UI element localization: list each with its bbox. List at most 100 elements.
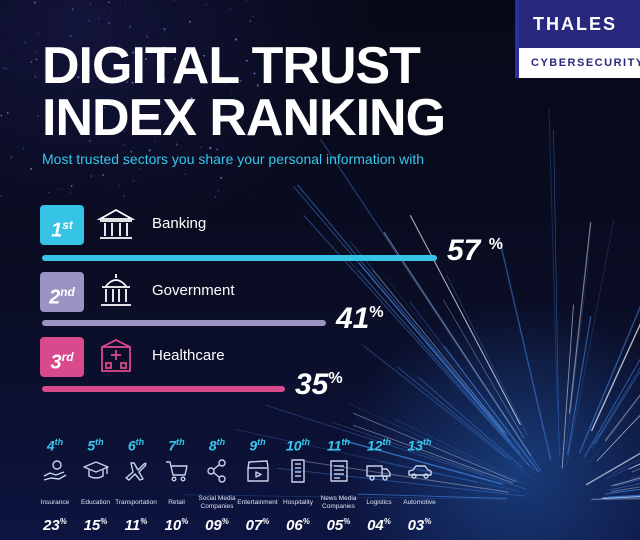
rank-suffix: st [62, 218, 73, 232]
hotel-building-icon [291, 459, 305, 483]
government-building-icon [101, 274, 131, 306]
airplane-icon [125, 462, 147, 481]
sector-rank: 6th [106, 432, 166, 454]
sector-rank: 8th [187, 432, 247, 454]
sector-rank-suffix: th [95, 437, 104, 447]
star-dot [173, 0, 175, 2]
sector-value-unit: % [424, 517, 432, 526]
star-dot [5, 67, 8, 70]
title-line-1: DIGITAL TRUST [42, 37, 421, 95]
star-dot [170, 174, 172, 176]
star-dot [214, 195, 217, 198]
rank-badge-3: 3rd [40, 337, 84, 377]
light-ray [561, 304, 574, 469]
sector-rank: 13th [390, 432, 450, 454]
star-dot [209, 146, 212, 150]
light-ray [594, 370, 640, 444]
star-dot [249, 20, 251, 22]
sector-value: 15% [66, 517, 126, 534]
star-dot [254, 0, 255, 2]
sector-rank-suffix: th [176, 437, 185, 447]
sector-value-unit: % [59, 517, 67, 526]
sector-rank-suffix: th [301, 437, 311, 447]
sector-label: Social Media Companies [198, 495, 236, 510]
light-ray [604, 394, 640, 442]
light-ray [606, 463, 640, 479]
star-dot [220, 176, 223, 179]
value-unit: % [328, 370, 343, 387]
star-dot [124, 1, 126, 3]
star-dot [252, 35, 254, 36]
sector-value-number: 05 [326, 517, 344, 534]
rank-number: 1 [51, 219, 63, 242]
title-line-2: INDEX RANKING [42, 89, 446, 147]
sector-automotive: 13th Automotive 03% [390, 432, 450, 534]
sector-value-unit: % [140, 517, 148, 526]
sector-rank: 7th [147, 432, 207, 454]
sector-value: 11% [106, 517, 166, 534]
value-label-healthcare: 35% [295, 368, 343, 402]
light-ray [548, 108, 559, 412]
star-dot [108, 22, 110, 24]
star-dot [132, 179, 135, 183]
star-dot [217, 190, 220, 192]
star-dot [34, 50, 37, 53]
value-label-government: 41% [336, 302, 384, 336]
sector-value: 09% [187, 517, 247, 534]
sector-social-media-companies: 8th Social Media Companies 09% [187, 432, 247, 534]
star-dot [182, 2, 184, 4]
star-dot [184, 173, 187, 176]
sector-hospitality: 10th Hospitality 06% [268, 432, 328, 534]
sector-rank-number: 9 [249, 437, 258, 454]
star-dot [10, 156, 13, 159]
star-dot [33, 1, 36, 4]
sector-education: 5th Education 15% [66, 432, 126, 534]
sector-news-media-companies: 11th News Media Companies 05% [309, 432, 369, 534]
light-ray [596, 414, 640, 462]
sector-entertainment: 9th Entertainment 07% [228, 432, 288, 534]
logo-brand-name: THALES [519, 0, 640, 48]
hospital-icon [101, 338, 131, 372]
sector-label: Transportation [115, 499, 157, 506]
star-dot [0, 194, 2, 197]
sector-value: 06% [268, 517, 328, 534]
sector-rank-number: 12 [366, 437, 383, 454]
sector-label: Entertainment [237, 499, 278, 506]
star-dot [38, 32, 40, 35]
light-ray [424, 341, 508, 438]
light-ray [553, 129, 560, 457]
star-dot [188, 20, 191, 23]
light-ray [589, 397, 640, 463]
sector-rank-number: 8 [208, 437, 217, 454]
light-ray [585, 452, 640, 486]
shopping-cart-icon [165, 461, 188, 482]
light-ray [350, 241, 509, 437]
sector-rank: 12th [349, 432, 409, 454]
light-ray [611, 477, 640, 487]
light-ray [602, 496, 640, 499]
sector-insurance: 4th Insurance 23% [25, 432, 85, 534]
logo-division: CYBERSECURITY [531, 57, 640, 69]
sector-logistics: 12th Logistics 04% [349, 432, 409, 534]
star-dot [87, 20, 90, 22]
sector-rank: 10th [268, 432, 328, 454]
sector-value-number: 03 [407, 517, 425, 534]
sector-value-number: 15 [83, 517, 101, 534]
light-ray [566, 219, 615, 465]
value-number: 57 [447, 234, 481, 267]
star-dot [251, 15, 254, 18]
star-dot [123, 194, 126, 197]
sector-rank: 9th [228, 432, 288, 454]
sector-rank-number: 13 [407, 437, 424, 454]
value-label-banking: 57 % [447, 234, 503, 268]
light-ray [293, 186, 521, 454]
light-ray [608, 483, 640, 491]
sector-label: Education [81, 499, 110, 506]
light-ray [630, 475, 640, 480]
star-dot [24, 41, 27, 44]
sector-rank-suffix: th [341, 437, 351, 447]
light-ray [446, 274, 528, 436]
sector-value: 10% [147, 517, 207, 534]
light-ray [567, 316, 592, 455]
light-ray [498, 237, 552, 461]
